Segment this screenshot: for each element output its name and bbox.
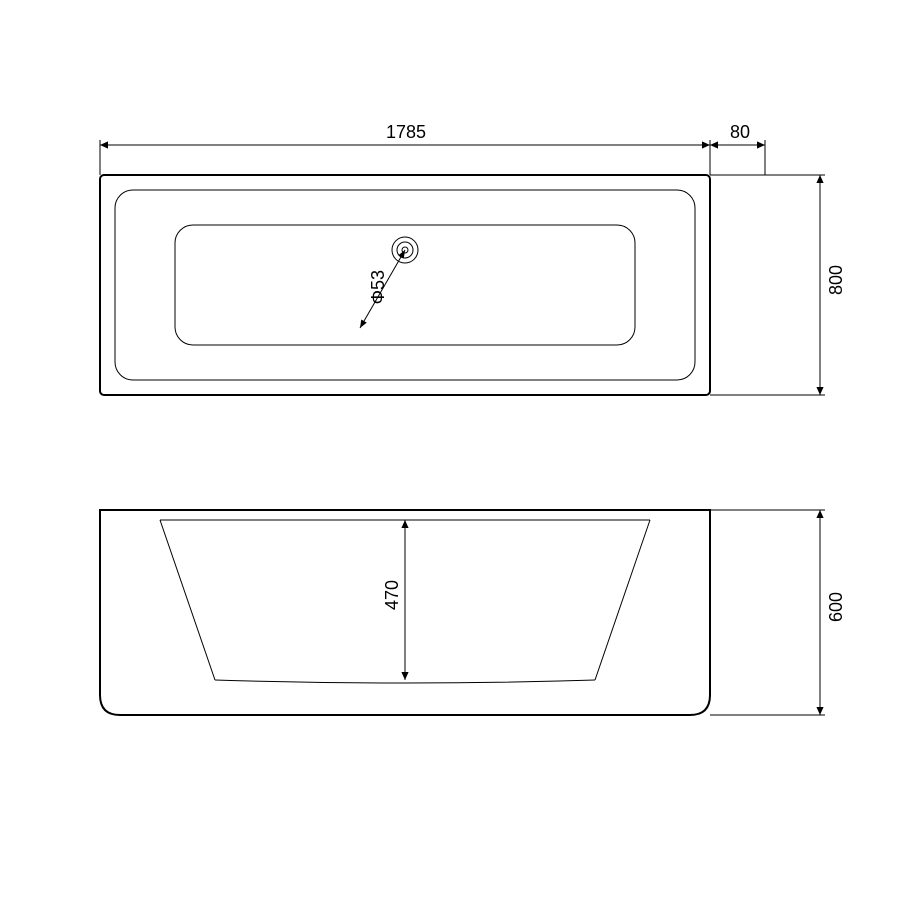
drawing-stage: 1785 80 800 600 470 Φ53 [0, 0, 900, 900]
drawing-svg [0, 0, 900, 900]
dim-600-label: 600 [826, 592, 847, 622]
dim-phi53-label: Φ53 [368, 270, 389, 304]
dim-80-label: 80 [730, 122, 750, 143]
dim-800-label: 800 [826, 265, 847, 295]
dim-470-label: 470 [382, 580, 403, 610]
dim-1785-label: 1785 [386, 122, 426, 143]
